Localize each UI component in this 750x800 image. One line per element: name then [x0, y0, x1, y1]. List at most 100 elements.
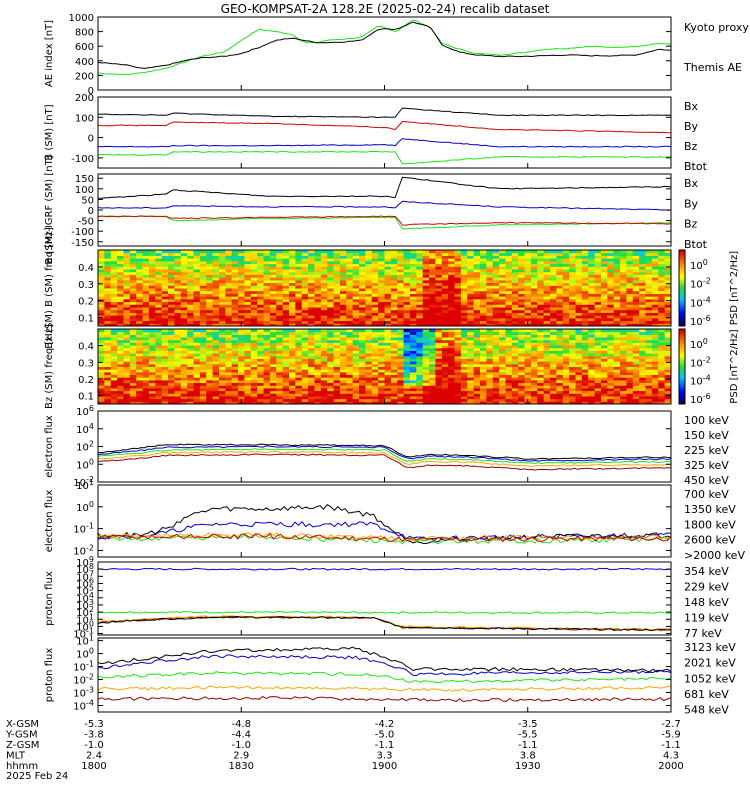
spectrogram-cell — [460, 304, 468, 308]
spectrogram-cell — [199, 398, 207, 402]
spectrogram-cell — [473, 260, 481, 265]
spectrogram-cell — [136, 252, 144, 256]
spectrogram-cell — [199, 250, 207, 254]
spectrogram-cell — [569, 277, 576, 281]
spectrogram-cell — [403, 345, 411, 349]
spectrogram-cell — [607, 342, 615, 346]
spectrogram-cell — [269, 377, 277, 381]
spectrogram-cell — [562, 298, 570, 303]
spectrogram-cell — [480, 290, 487, 294]
spectrogram-cell — [174, 279, 182, 284]
spectrogram-cell — [110, 296, 118, 300]
spectrogram-cell — [129, 279, 137, 284]
spectrogram-cell — [581, 301, 589, 305]
spectrogram-cell — [429, 361, 436, 365]
spectrogram-cell — [244, 377, 252, 381]
spectrogram-cell — [658, 252, 666, 256]
spectrogram-cell — [225, 252, 233, 256]
spectrogram-cell — [632, 269, 640, 273]
spectrogram-cell — [339, 337, 347, 341]
spectrogram-cell — [339, 290, 347, 294]
spectrogram-cell — [129, 385, 137, 389]
spectrogram-cell — [257, 334, 265, 338]
spectrogram-cell — [569, 274, 576, 278]
spectrogram-cell — [352, 312, 360, 316]
spectrogram-cell — [314, 285, 322, 289]
spectrogram-cell — [524, 255, 532, 259]
spectrogram-cell — [250, 312, 258, 316]
spectrogram-cell — [448, 382, 456, 386]
spectrogram-cell — [556, 355, 564, 359]
spectrogram-cell — [505, 250, 513, 254]
spectrogram-cell — [244, 296, 252, 300]
spectrogram-cell — [301, 290, 309, 294]
spectrogram-cell — [187, 398, 194, 402]
spectrogram-cell — [180, 350, 188, 354]
spectrogram-cell — [435, 387, 443, 392]
spectrogram-cell — [429, 345, 436, 349]
spectrogram-cell — [613, 304, 621, 308]
spectrogram-cell — [537, 288, 545, 292]
spectrogram-cell — [511, 307, 519, 311]
spectrogram-cell — [365, 285, 373, 289]
spectrogram-cell — [607, 395, 615, 400]
spectrogram-cell — [218, 258, 226, 262]
spectrogram-cell — [416, 339, 424, 343]
spectrogram-cell — [658, 277, 666, 281]
spectrogram-cell — [199, 315, 207, 319]
spectrogram-cell — [206, 279, 214, 284]
spectrogram-cell — [543, 263, 551, 267]
spectrogram-cell — [333, 350, 341, 354]
spectrogram-cell — [359, 279, 366, 284]
spectrogram-cell — [409, 252, 417, 256]
spectrogram-cell — [365, 334, 373, 338]
spectrogram-cell — [117, 363, 124, 367]
spectrogram-cell — [441, 355, 449, 359]
spectrogram-cell — [403, 339, 411, 343]
spectrogram-cell — [110, 282, 118, 286]
spectrogram-cell — [569, 334, 576, 338]
spectrogram-cell — [174, 390, 182, 394]
spectrogram-cell — [365, 382, 373, 386]
y-tick-label: 0 — [88, 86, 94, 97]
spectrogram-cell — [448, 263, 456, 267]
spectrogram-cell — [117, 317, 124, 322]
spectrogram-cell — [378, 342, 385, 346]
spectrogram-cell — [276, 358, 284, 362]
spectrogram-cell — [588, 371, 596, 376]
spectrogram-cell — [301, 347, 309, 351]
spectrogram-cell — [333, 255, 341, 259]
spectrogram-cell — [632, 279, 640, 284]
spectrogram-cell — [384, 250, 392, 254]
spectrogram-cell — [480, 331, 487, 335]
spectrogram-cell — [378, 382, 385, 386]
spectrogram-cell — [486, 317, 494, 322]
spectrogram-cell — [282, 361, 290, 365]
spectrogram-cell — [626, 320, 634, 324]
spectrogram-cell — [492, 263, 500, 267]
spectrogram-cell — [333, 395, 341, 400]
spectrogram-cell — [613, 277, 621, 281]
spectrogram-cell — [199, 345, 207, 349]
spectrogram-cell — [218, 312, 226, 316]
spectrogram-cell — [441, 277, 449, 281]
spectrogram-cell — [218, 269, 226, 273]
spectrogram-cell — [492, 274, 500, 278]
spectrogram-cell — [403, 329, 411, 333]
spectrogram-cell — [448, 258, 456, 262]
colorbar-step — [679, 297, 685, 300]
spectrogram-cell — [212, 345, 220, 349]
spectrogram-cell — [206, 350, 214, 354]
spectrogram-cell — [613, 288, 621, 292]
spectrogram-cell — [257, 363, 265, 367]
spectrogram-cell — [390, 260, 398, 265]
spectrogram-cell — [441, 317, 449, 322]
spectrogram-cell — [550, 285, 557, 289]
spectrogram-cell — [416, 393, 424, 397]
spectrogram-cell — [384, 395, 392, 400]
spectrogram-cell — [467, 350, 475, 354]
spectrogram-cell — [155, 355, 163, 359]
spectrogram-cell — [371, 317, 379, 322]
spectrogram-cell — [289, 260, 296, 265]
